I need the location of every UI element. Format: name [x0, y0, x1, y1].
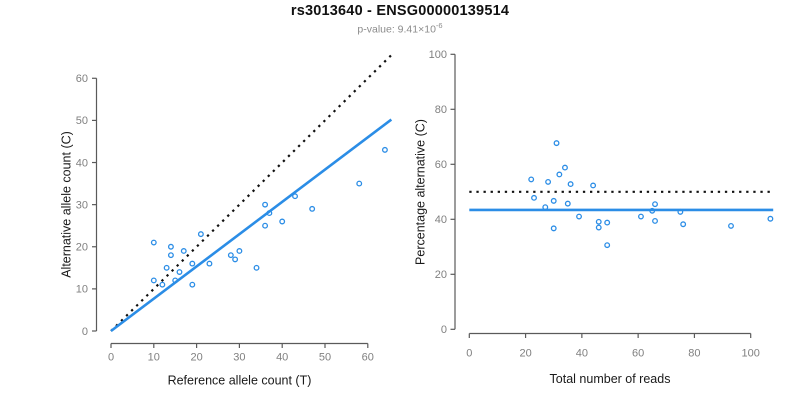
x-tick-label: 0 — [108, 352, 114, 364]
scatter-point — [652, 201, 658, 208]
y-tick-label: 50 — [76, 115, 88, 127]
percentage-alternative-plot: 0 20 40 60 80 100 Total number of reads 0 20 40 60… — [414, 49, 774, 386]
scatter-point — [172, 277, 179, 284]
x-tick-label: 40 — [576, 348, 588, 360]
scatter-point — [576, 213, 582, 220]
scatter-point — [167, 243, 174, 250]
scatter-point — [590, 182, 597, 189]
scatter-point — [236, 248, 243, 254]
identity-line — [110, 54, 393, 332]
scatter-point — [604, 219, 611, 226]
scatter-point — [176, 269, 183, 275]
scatter-point — [262, 222, 269, 229]
y-tick-label: 0 — [82, 326, 88, 338]
y-axis-title: Percentage alternative (C) — [414, 119, 428, 265]
x-tick-label: 80 — [688, 348, 700, 360]
x-tick-label: 60 — [362, 352, 374, 364]
page-title: rs3013640 - ENSG00000139514 — [290, 3, 510, 19]
scatter-point — [253, 264, 260, 271]
scatter-point — [180, 248, 187, 254]
y-tick-label: 0 — [441, 324, 447, 336]
y-tick-label: 60 — [76, 73, 88, 85]
scatter-point — [542, 204, 549, 211]
y-axis-title: Alternative allele count (C) — [60, 131, 74, 278]
x-tick-label: 60 — [632, 348, 644, 360]
x-tick-label: 100 — [742, 348, 760, 360]
fit-line — [110, 118, 393, 333]
scatter-point — [652, 217, 658, 224]
scatter-point — [189, 281, 196, 288]
y-tick-label: 100 — [429, 49, 447, 61]
scatter-point — [197, 231, 204, 238]
scatter-point — [550, 225, 557, 232]
x-tick-label: 40 — [276, 352, 288, 364]
x-tick-label: 30 — [233, 352, 245, 364]
scatter-point — [564, 200, 571, 207]
scatter-point — [163, 264, 170, 271]
pvalue-exponent: -6 — [435, 21, 443, 30]
allele-counts-plot: 0 10 20 30 40 50 60 Reference allele count (T) 0… — [60, 54, 393, 388]
pvalue-subtitle: p-value: 9.41×10-6 — [0, 21, 800, 36]
x-tick-label: 0 — [466, 348, 472, 360]
scatter-point — [150, 277, 157, 284]
scatter-point — [680, 221, 687, 228]
scatter-point — [189, 260, 196, 267]
y-tick-label: 40 — [435, 214, 447, 226]
scatter-point — [595, 218, 602, 225]
y-tick-label: 40 — [76, 157, 88, 169]
x-axis-title: Total number of reads — [550, 372, 671, 386]
y-tick-label: 20 — [435, 269, 447, 281]
scatter-point — [562, 164, 568, 171]
scatter-point — [767, 215, 774, 222]
x-tick-label: 10 — [148, 352, 160, 364]
scatter-point — [728, 222, 734, 229]
scatter-point — [266, 210, 273, 217]
scatter-point — [309, 205, 316, 212]
scatter-point — [545, 178, 552, 185]
scatter-point — [206, 260, 213, 267]
scatter-point — [279, 218, 286, 225]
scatter-point — [528, 176, 535, 183]
x-tick-label: 20 — [190, 352, 202, 364]
x-tick-label: 50 — [319, 352, 331, 364]
scatter-point — [292, 193, 298, 200]
scatter-point — [604, 242, 611, 249]
y-tick-label: 20 — [76, 242, 88, 254]
scatter-point — [227, 252, 234, 259]
scatter-point — [381, 146, 388, 153]
y-tick-label: 10 — [76, 284, 88, 296]
scatter-point — [649, 207, 656, 214]
scatter-point — [531, 194, 537, 201]
scatter-point — [638, 213, 644, 220]
scatter-point — [167, 252, 174, 259]
scatter-point — [553, 140, 560, 147]
scatter-point — [232, 256, 239, 263]
x-tick-label: 20 — [519, 348, 531, 360]
y-tick-label: 80 — [435, 104, 447, 116]
scatter-point — [556, 171, 563, 178]
scatter-point — [262, 201, 269, 208]
scatter-point — [159, 281, 166, 288]
scatter-point — [567, 181, 574, 188]
y-tick-label: 60 — [435, 159, 447, 171]
pvalue-text: p-value: 9.41×10 — [357, 23, 436, 36]
scatter-point — [356, 180, 363, 187]
scatter-point — [550, 197, 557, 204]
y-tick-label: 30 — [76, 199, 88, 211]
scatter-point — [595, 224, 602, 231]
x-axis-title: Reference allele count (T) — [168, 374, 312, 388]
scatter-point — [150, 239, 157, 246]
scatter-point — [677, 208, 684, 215]
